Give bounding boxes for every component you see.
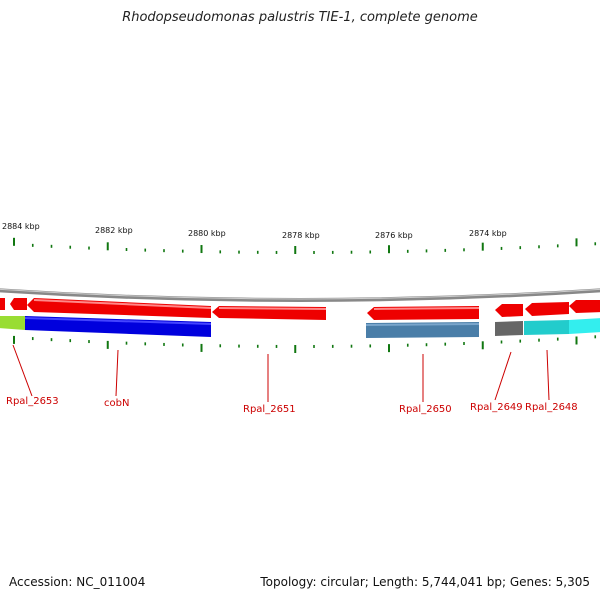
- scale-label-2884: 2884 kbp: [2, 222, 40, 231]
- cds-bar-rpal-2653[interactable]: [0, 316, 25, 330]
- genome-backbone: [0, 288, 600, 302]
- gene-arrow-rpal-2653[interactable]: [10, 298, 27, 310]
- gene-highlight: [373, 307, 480, 310]
- cds-highlight: [24, 317, 212, 325]
- cds-bar-rpal-2649[interactable]: [495, 321, 523, 336]
- cds-highlight: [365, 323, 480, 326]
- scale-label-2882: 2882 kbp: [95, 226, 133, 235]
- leader-rpal-2653: [12, 344, 33, 397]
- leader-rpal-2649: [494, 351, 512, 401]
- leader-cobn: [115, 349, 119, 397]
- gene-leaders: [12, 344, 550, 402]
- cds-bar-rpal-2648[interactable]: [524, 320, 569, 335]
- accession-text: Accession: NC_011004: [9, 575, 146, 589]
- gene-arrow-edge-right[interactable]: [569, 300, 600, 313]
- gene-label-rpal-2649[interactable]: Rpal_2649: [470, 402, 523, 413]
- gene-label-rpal-2650[interactable]: Rpal_2650: [399, 404, 452, 415]
- scale-label-2880: 2880 kbp: [188, 229, 226, 238]
- gene-arrow-edge-left[interactable]: [0, 298, 5, 310]
- genome-title: Rhodopseudomonas palustris TIE-1, comple…: [122, 10, 478, 25]
- gene-label-cobn[interactable]: cobN: [104, 398, 129, 409]
- gene-label-rpal-2651[interactable]: Rpal_2651: [243, 404, 296, 415]
- gene-highlight: [33, 299, 212, 309]
- gene-label-rpal-2648[interactable]: Rpal_2648: [525, 402, 578, 413]
- gene-arrow-rpal-2649[interactable]: [495, 304, 523, 317]
- genome-backbone-highlight: [0, 288, 600, 300]
- gene-highlight: [218, 307, 327, 310]
- cds-bar-rpal-2650[interactable]: [366, 322, 479, 338]
- cds-track: [0, 316, 600, 338]
- gene-arrow-cobn[interactable]: [27, 298, 211, 318]
- scale-ticks-lower: [13, 335, 597, 353]
- gene-track: [0, 298, 600, 320]
- gene-label-rpal-2653[interactable]: Rpal_2653: [6, 396, 59, 407]
- scale-label-2874: 2874 kbp: [469, 229, 507, 238]
- gene-arrow-rpal-2648[interactable]: [525, 302, 569, 316]
- scale-label-2876: 2876 kbp: [375, 231, 413, 240]
- cds-bar-edge-right[interactable]: [569, 318, 600, 334]
- scale-label-2878: 2878 kbp: [282, 231, 320, 240]
- cds-bar-cobn[interactable]: [25, 316, 211, 337]
- genome-summary-text: Topology: circular; Length: 5,744,041 bp…: [260, 575, 590, 589]
- scale-ticks-upper: [13, 237, 597, 254]
- leader-rpal-2648: [546, 349, 550, 401]
